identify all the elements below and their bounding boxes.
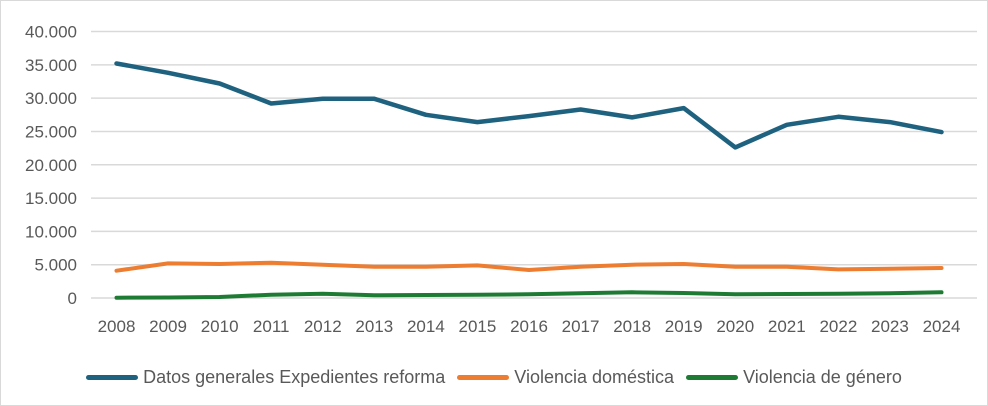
data-series-lines xyxy=(114,61,944,300)
legend-label: Violencia de género xyxy=(743,366,902,387)
x-tick-label: 2014 xyxy=(407,317,445,336)
x-tick-label: 2017 xyxy=(562,317,600,336)
x-tick-label: 2024 xyxy=(923,317,961,336)
y-tick-label: 10.000 xyxy=(25,222,77,241)
y-tick-label: 0 xyxy=(68,289,77,308)
series-line xyxy=(114,290,944,300)
y-tick-label: 5.000 xyxy=(34,256,77,275)
legend-line-swatch xyxy=(457,374,510,380)
y-tick-label: 35.000 xyxy=(25,56,77,75)
y-axis-tick-labels: 0 5.000 10.000 15.000 20.000 25.000 30.000 35.0… xyxy=(25,23,77,309)
legend-item: Violencia doméstica xyxy=(457,367,674,388)
y-tick-label: 25.000 xyxy=(25,122,77,141)
x-tick-label: 2011 xyxy=(253,317,290,336)
legend-line-swatch xyxy=(686,374,739,380)
line-chart-plot-area: 0 5.000 10.000 15.000 20.000 25.000 30.000 35.0… xyxy=(25,23,977,336)
legend-item: Datos generales Expedientes reforma xyxy=(86,367,445,388)
x-axis-tick-labels: 2008 2009 2010 2011 2012 2013 2014 2015 2016 2017… xyxy=(98,317,961,336)
x-tick-label: 2018 xyxy=(613,317,651,336)
x-tick-label: 2009 xyxy=(149,317,187,336)
series-line xyxy=(114,260,944,273)
y-tick-label: 40.000 xyxy=(25,23,77,42)
x-tick-label: 2008 xyxy=(98,317,136,336)
x-tick-label: 2020 xyxy=(716,317,754,336)
series-line xyxy=(114,61,944,150)
x-tick-label: 2023 xyxy=(871,317,909,336)
y-tick-label: 20.000 xyxy=(25,156,77,175)
x-tick-label: 2010 xyxy=(201,317,239,336)
x-tick-label: 2013 xyxy=(355,317,393,336)
legend-label: Datos generales Expedientes reforma xyxy=(143,366,446,387)
x-tick-label: 2022 xyxy=(819,317,857,336)
legend-label: Violencia doméstica xyxy=(514,366,675,387)
x-tick-label: 2019 xyxy=(665,317,703,336)
chart-legend: Datos generales Expedientes reforma Viole… xyxy=(1,349,987,405)
y-tick-label: 15.000 xyxy=(25,189,77,208)
x-tick-label: 2012 xyxy=(304,317,342,336)
legend-item: Violencia de género xyxy=(686,367,902,388)
gridlines xyxy=(91,30,977,299)
x-tick-label: 2016 xyxy=(510,317,548,336)
legend-line-swatch xyxy=(86,374,139,380)
y-tick-label: 30.000 xyxy=(25,89,77,108)
x-tick-label: 2015 xyxy=(459,317,497,336)
x-tick-label: 2021 xyxy=(768,317,806,336)
